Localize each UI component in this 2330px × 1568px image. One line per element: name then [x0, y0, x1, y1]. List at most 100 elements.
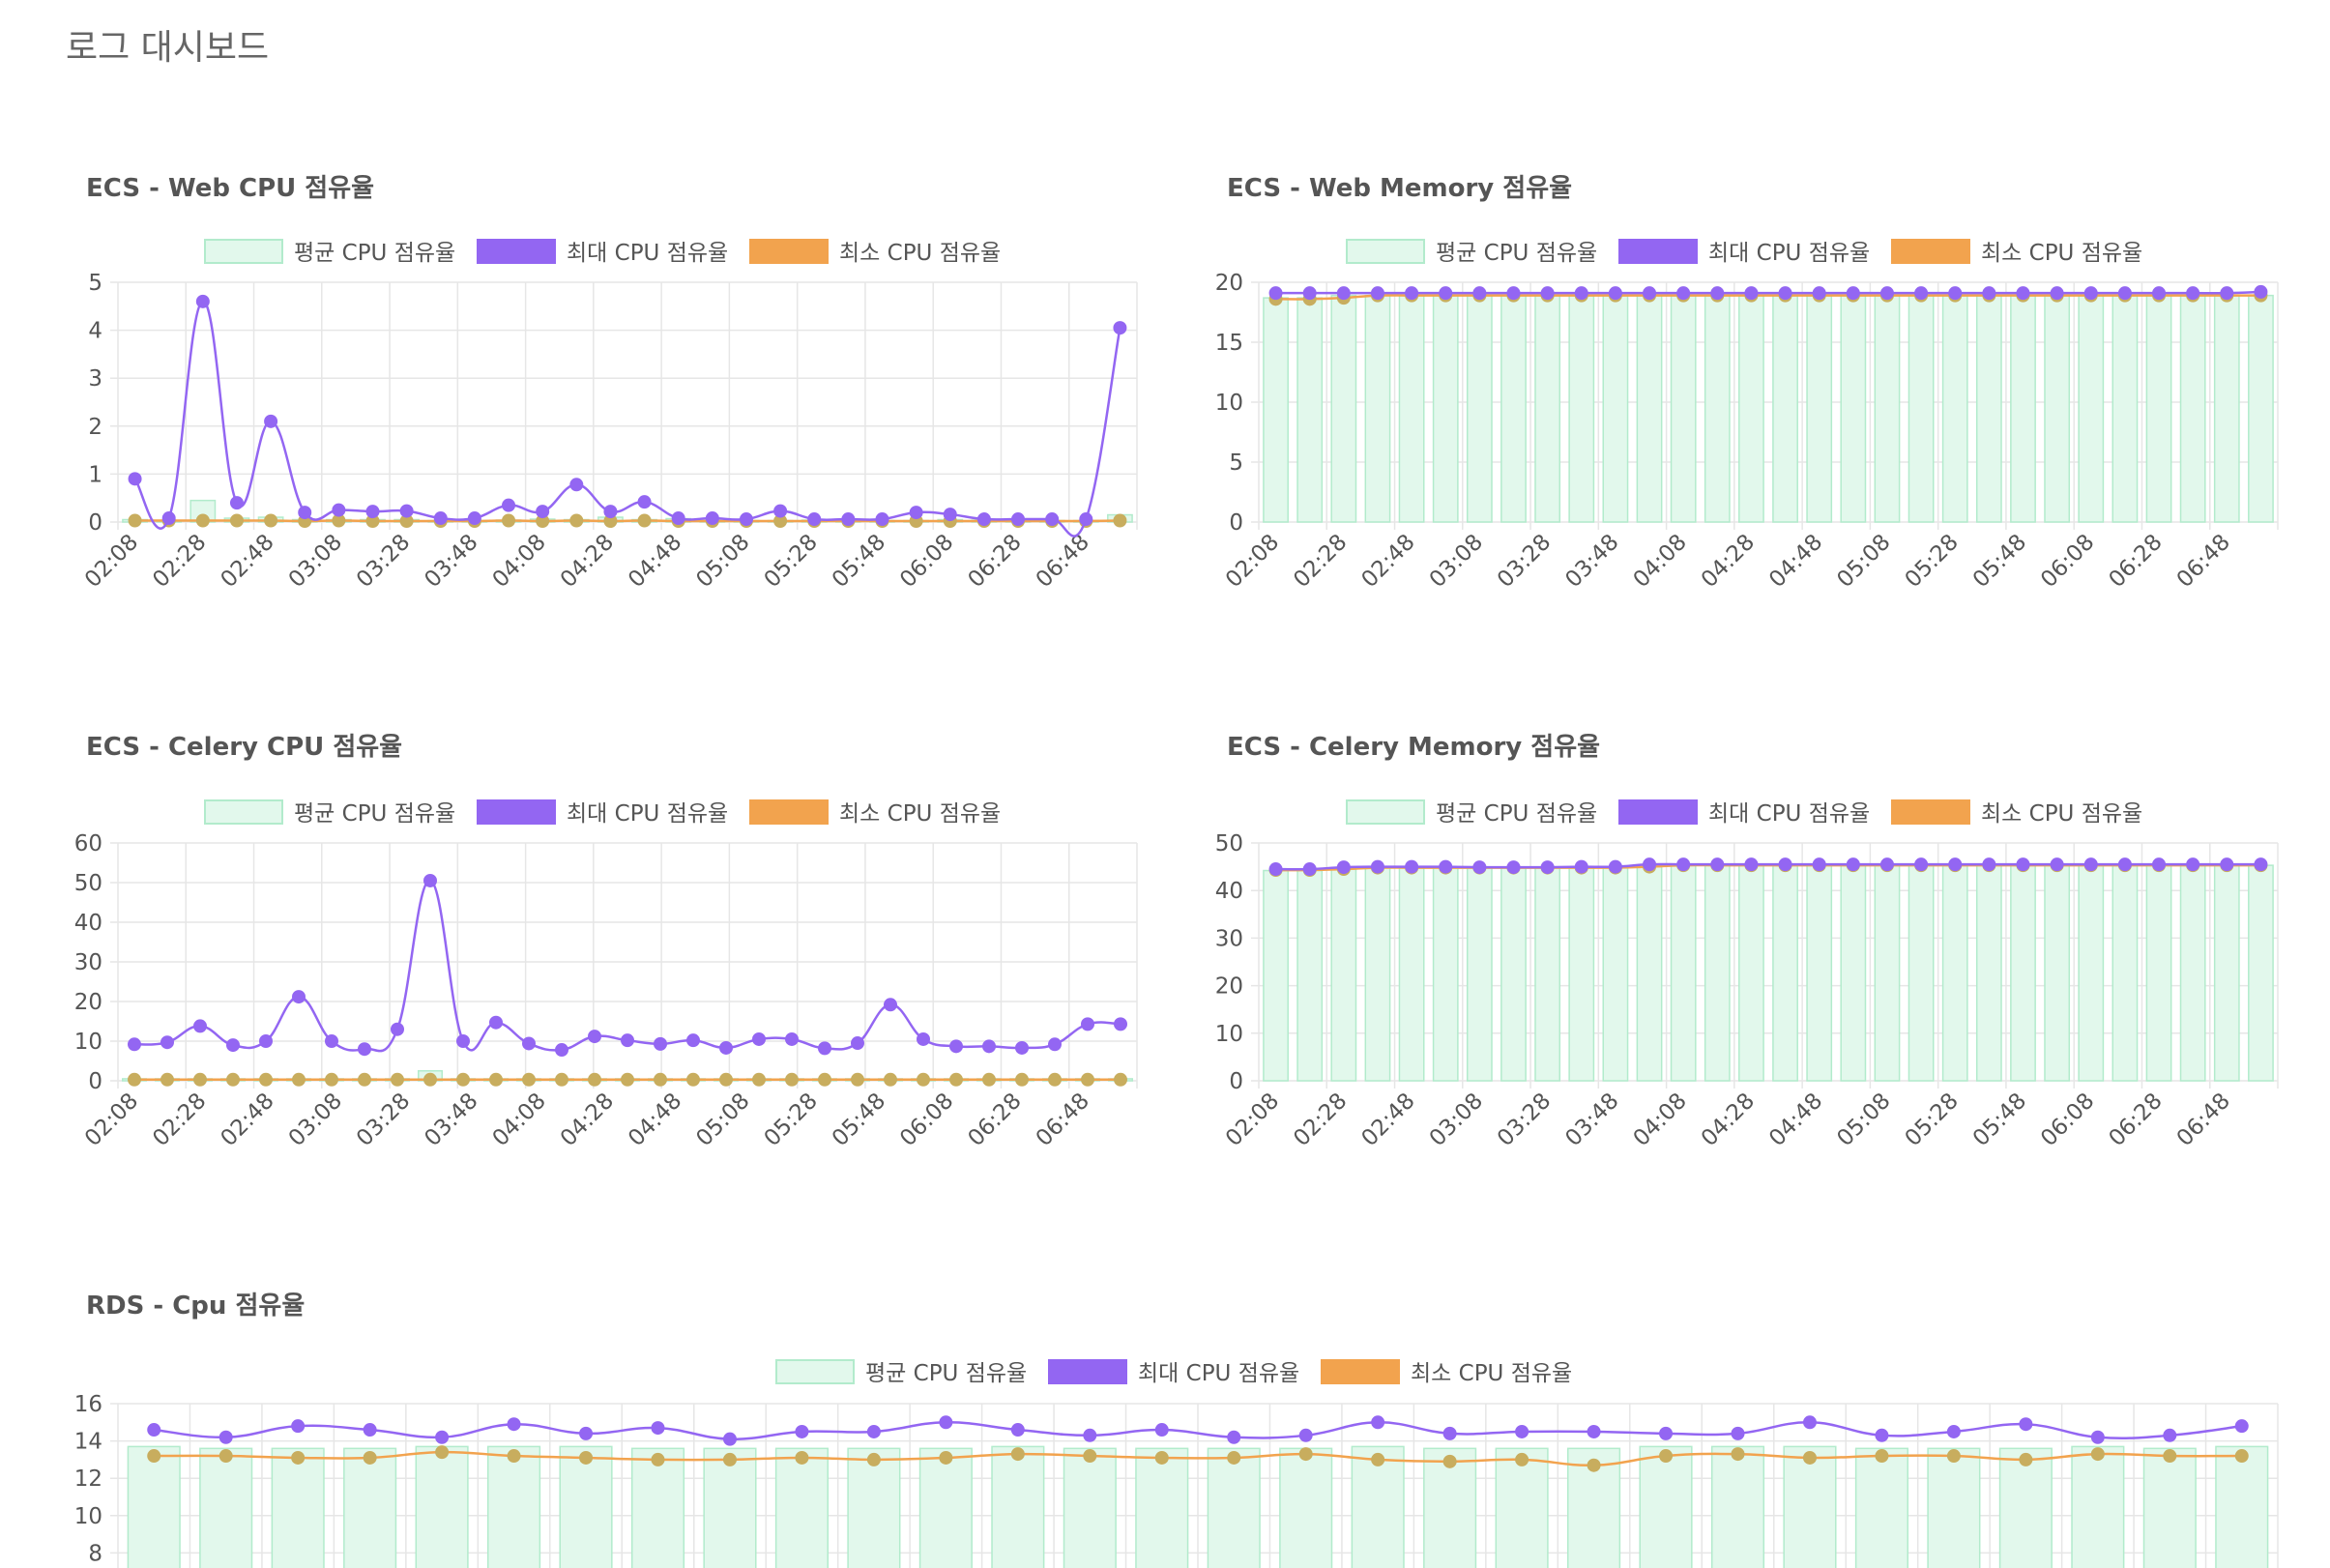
max-point: [489, 1015, 503, 1030]
x-tick-label: 05:28: [1901, 1089, 1964, 1151]
x-tick-label: 02:08: [1221, 530, 1284, 593]
x-tick-label: 02:28: [1289, 1089, 1352, 1151]
avg-bar: [1296, 297, 1324, 523]
y-tick-label: 10: [1215, 391, 1243, 416]
max-point: [1011, 512, 1026, 527]
max-point: [2186, 286, 2200, 301]
min-point: [719, 1072, 733, 1087]
chart-celery_mem: 평균 CPU 점유율 최대 CPU 점유율 최소 CPU 점유율 0 10 20 30 40 5…: [1215, 799, 2279, 1151]
legend-swatch-max: [1618, 239, 1698, 264]
avg-bar: [1975, 864, 2002, 1082]
x-tick-label: 02:28: [148, 530, 211, 593]
legend-swatch-min: [749, 799, 829, 825]
legend-item-avg: 평균 CPU 점유율: [204, 799, 455, 827]
max-series-line: [133, 300, 1121, 537]
y-tick-label: 20: [1215, 271, 1243, 296]
legend-label-min: 최소 CPU 점유율: [1981, 801, 2142, 827]
min-point: [292, 1072, 306, 1087]
max-point: [1846, 286, 1860, 301]
max-point: [2019, 1417, 2033, 1432]
min-point: [218, 1449, 233, 1464]
max-point: [2254, 284, 2268, 299]
avg-bar: [1874, 864, 1901, 1082]
max-point: [502, 498, 516, 512]
max-point: [1802, 1415, 1817, 1430]
avg-bar: [918, 1447, 973, 1568]
x-tick-label: 02:48: [217, 530, 279, 593]
max-point: [1442, 1426, 1457, 1440]
y-tick-label: 30: [74, 950, 102, 975]
max-point: [1268, 862, 1283, 877]
y-tick-label: 8: [88, 1541, 102, 1566]
x-tick-label: 05:08: [1832, 530, 1895, 593]
chart-title-web-memory: ECS - Web Memory 점유율: [1227, 174, 1573, 203]
avg-bar: [1908, 864, 1935, 1082]
max-point: [621, 1033, 634, 1048]
max-point: [1574, 859, 1588, 874]
min-point: [226, 1072, 240, 1087]
legend-item-min: 최소 CPU 점유율: [749, 239, 1001, 266]
chart-web_cpu: 평균 CPU 점유율 최대 CPU 점유율 최소 CPU 점유율 0 1 2 3 4 5 02:0…: [80, 239, 1138, 593]
max-point: [569, 478, 584, 492]
max-point: [949, 1039, 963, 1054]
max-point: [1879, 857, 1894, 872]
x-tick-label: 05:08: [691, 530, 754, 593]
avg-bar: [1738, 294, 1764, 523]
avg-bar: [1639, 1445, 1693, 1568]
max-point: [1370, 286, 1384, 301]
max-point: [1081, 1017, 1094, 1031]
x-tick-label: 03:48: [420, 530, 482, 593]
max-point: [1302, 286, 1317, 301]
max-point: [1948, 857, 1963, 872]
max-point: [982, 1039, 996, 1054]
x-tick-label: 04:28: [556, 530, 619, 593]
min-point: [851, 1072, 864, 1087]
y-tick-label: 30: [1215, 926, 1243, 951]
min-point: [1048, 1072, 1062, 1087]
x-tick-label: 03:08: [284, 1089, 347, 1151]
x-tick-label: 05:08: [1832, 1089, 1895, 1151]
max-point: [795, 1424, 809, 1438]
max-point: [298, 506, 312, 520]
max-point: [2186, 857, 2200, 872]
min-point: [489, 1072, 503, 1087]
x-tick-label: 05:48: [828, 530, 890, 593]
avg-bar: [1466, 866, 1493, 1082]
max-point: [773, 504, 788, 518]
y-tick-label: 5: [88, 271, 102, 296]
legend-swatch-max: [477, 799, 556, 825]
legend-label-max: 최대 CPU 점유율: [1138, 1361, 1299, 1386]
max-point: [1405, 859, 1419, 874]
max-point: [588, 1030, 601, 1044]
max-point: [752, 1031, 766, 1046]
max-point: [1982, 286, 1996, 301]
avg-bar: [271, 1447, 325, 1568]
legend-item-min: 최소 CPU 점유율: [1891, 239, 2142, 266]
min-point: [1587, 1458, 1601, 1472]
max-point: [2083, 857, 2098, 872]
avg-bar: [1330, 294, 1357, 523]
x-tick-label: 06:48: [2172, 530, 2235, 593]
avg-bar: [1296, 869, 1324, 1082]
legend-item-avg: 평균 CPU 점유율: [775, 1359, 1027, 1386]
legend-item-max: 최대 CPU 점유율: [1048, 1359, 1299, 1386]
min-point: [502, 513, 516, 528]
avg-bar: [2112, 294, 2139, 523]
max-point: [686, 1033, 700, 1048]
avg-bar: [2248, 864, 2274, 1082]
avg-bar: [1783, 1445, 1837, 1568]
avg-bar: [1840, 294, 1867, 523]
legend-item-avg: 평균 CPU 점유율: [204, 239, 455, 266]
min-point: [128, 513, 142, 528]
legend-swatch-max: [1048, 1359, 1127, 1384]
min-point: [1113, 513, 1127, 528]
avg-bar: [1432, 866, 1459, 1082]
min-point: [949, 1072, 963, 1087]
max-point: [2254, 857, 2268, 872]
legend-swatch-min: [1891, 799, 1970, 825]
y-tick-label: 12: [74, 1466, 102, 1492]
y-tick-label: 10: [74, 1030, 102, 1055]
avg-bar: [1975, 294, 2002, 523]
legend-label-max: 최대 CPU 점유율: [1708, 241, 1870, 266]
